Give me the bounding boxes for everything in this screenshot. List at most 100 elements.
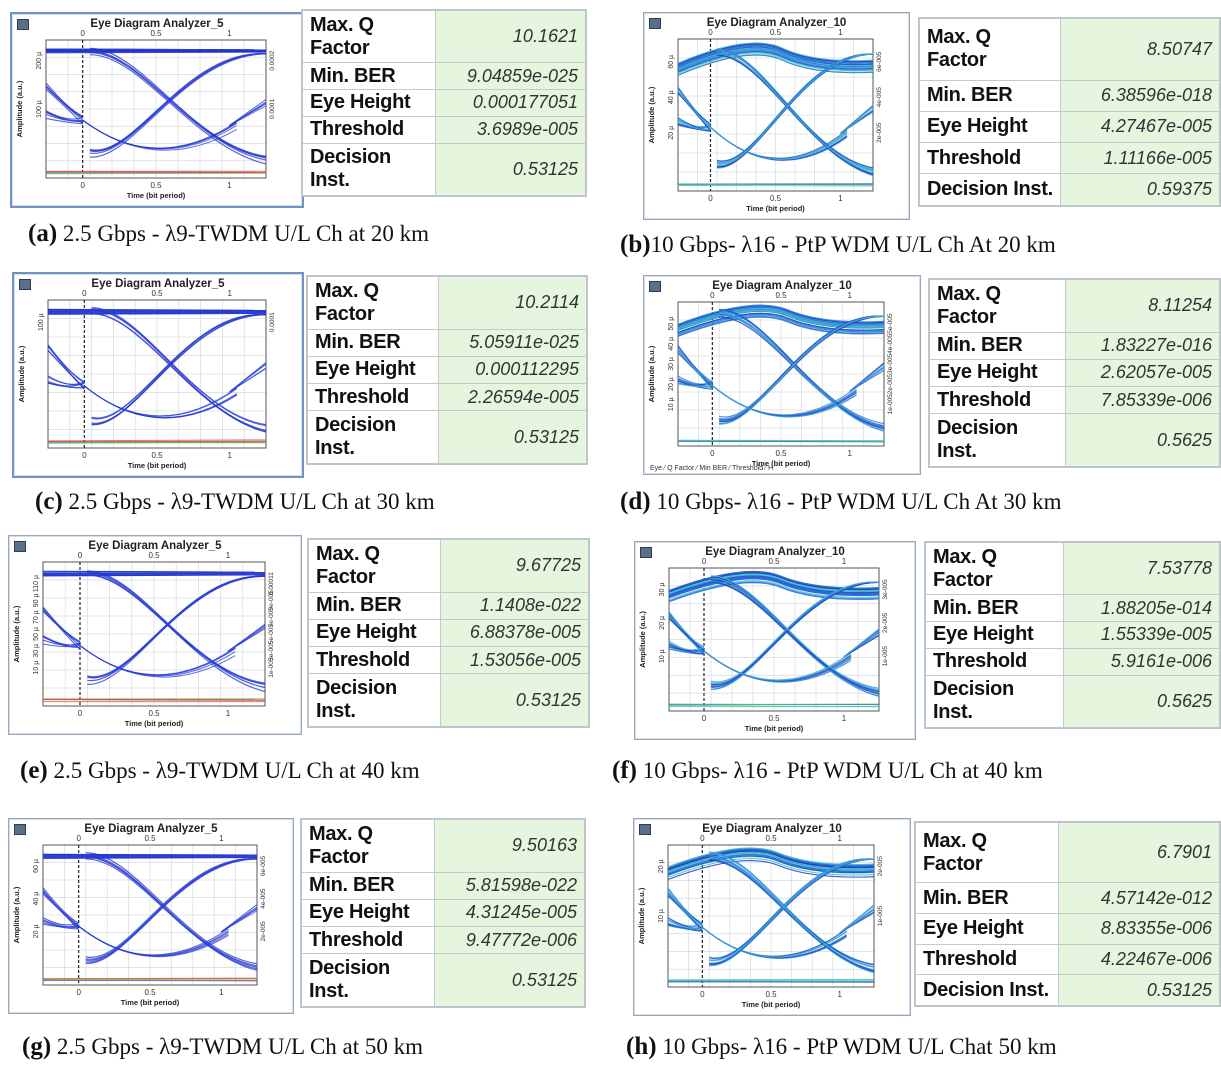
y-tick-label-left: 40 µ <box>668 337 675 351</box>
metric-row-min-ber: Min. BER 4.57142e-012 <box>915 883 1220 914</box>
eye-diagram-panel-a: 0 0.5 1 0 0.5 1 Time (bit period) Amplitude (a.… <box>10 12 304 208</box>
metric-value: 2.62057e-005 <box>1066 359 1220 386</box>
x-tick-label-top: 1 <box>227 29 232 38</box>
x-tick-label-bottom: 1 <box>838 194 843 203</box>
caption-text: 10 Gbps- λ16 - PtP WDM U/L Ch At 20 km <box>651 232 1056 257</box>
eye-diagram-plot: 0 0.5 1 0 0.5 1 Time (bit period) Amplitude (a.… <box>644 276 920 474</box>
x-tick-label-bottom: 1 <box>219 988 224 997</box>
x-tick-label-top: 0 <box>702 557 707 566</box>
metric-label: Max. Q Factor <box>307 276 439 329</box>
y-tick-label-left: 70 µ <box>33 610 40 624</box>
eye-diagram-plot: 0 0.5 1 0 0.5 1 Time (bit period) Amplitude (a.… <box>12 14 302 206</box>
y-tick-label-left: 90 µ <box>33 594 40 608</box>
y-tick-label-left: 110 µ <box>33 575 40 592</box>
caption-letter: (d) <box>620 488 651 515</box>
y-axis-label: Amplitude (a.u.) <box>12 605 21 662</box>
x-tick-label-top: 0.5 <box>151 289 163 298</box>
metric-label: Eye Height <box>925 622 1064 649</box>
y-axis-label: Amplitude (a.u.) <box>647 86 656 143</box>
metric-label: Eye Height <box>915 913 1058 944</box>
metric-row-eye-height: Eye Height 4.31245e-005 <box>301 899 585 926</box>
x-tick-label-bottom: 0.5 <box>144 988 156 997</box>
metric-row-threshold: Threshold 9.47772e-006 <box>301 927 585 954</box>
analyzer-tabs[interactable]: Eye ⁄ Q Factor ⁄ Min BER ⁄ Threshold ⁄ H <box>650 465 773 472</box>
caption-letter: (g) <box>22 1033 51 1060</box>
x-tick-label-top: 0 <box>710 291 715 300</box>
metric-label: Threshold <box>308 647 440 674</box>
metric-label: Eye Height <box>301 899 434 926</box>
metric-value: 0.59375 <box>1060 174 1220 206</box>
x-axis-label: Time (bit period) <box>128 461 187 470</box>
panel-caption-c: (c) 2.5 Gbps - λ9-TWDM U/L Ch at 30 km <box>35 488 435 516</box>
metric-value: 10.2114 <box>439 276 587 329</box>
metric-row-threshold: Threshold 4.22467e-006 <box>915 944 1220 975</box>
x-tick-label-top: 0.5 <box>148 551 160 560</box>
x-tick-label-bottom: 0.5 <box>768 714 780 723</box>
x-tick-label-bottom: 1 <box>227 181 232 190</box>
y-tick-label-left: 40 µ <box>668 90 675 104</box>
metric-label: Threshold <box>307 384 439 411</box>
metric-row-eye-height: Eye Height 8.83355e-006 <box>915 913 1220 944</box>
analyzer-title: Eye Diagram Analyzer_5 <box>14 278 302 290</box>
y-axis-label: Amplitude (a.u.) <box>15 80 24 137</box>
eye-diagram-panel-b: 0 0.5 1 0 0.5 1 Time (bit period) Amplitude (a.… <box>643 12 910 220</box>
y-tick-label-right: 0.0001 <box>269 312 276 332</box>
panel-caption-e: (e) 2.5 Gbps - λ9-TWDM U/L Ch at 40 km <box>20 757 420 785</box>
metric-row-decision-instant: Decision Inst. 0.53125 <box>307 411 587 464</box>
y-tick-label-left: 10 µ <box>659 649 666 663</box>
metric-value: 1.55339e-005 <box>1064 622 1220 649</box>
y-tick-label-left: 10 µ <box>658 909 665 923</box>
metric-value: 1.11166e-005 <box>1060 143 1220 174</box>
metric-value: 4.31245e-005 <box>434 899 585 926</box>
metric-label: Decision Inst. <box>925 675 1064 728</box>
metrics-table-a: Max. Q Factor 10.1621 Min. BER 9.04859e-025… <box>301 9 587 197</box>
x-tick-label-bottom: 0 <box>708 194 713 203</box>
metric-row-max-q-factor: Max. Q Factor 9.67725 <box>308 539 589 592</box>
x-axis-label: Time (bit period) <box>746 204 805 213</box>
x-tick-label-bottom: 0 <box>702 714 707 723</box>
y-tick-label-left: 30 µ <box>659 583 666 597</box>
metric-row-max-q-factor: Max. Q Factor 7.53778 <box>925 542 1220 595</box>
metric-row-threshold: Threshold 1.53056e-005 <box>308 647 589 674</box>
y-tick-label-left: 10 µ <box>33 661 40 675</box>
metric-label: Threshold <box>929 387 1066 414</box>
metric-value: 0.53125 <box>1058 975 1220 1006</box>
metrics-table-e: Max. Q Factor 9.67725 Min. BER 1.1408e-022 E… <box>307 538 590 728</box>
y-tick-label-right: 1e-005 <box>882 646 889 667</box>
metric-value: 0.000177051 <box>435 90 586 117</box>
x-tick-label-top: 1 <box>847 291 852 300</box>
y-tick-label-right: 1e-005 <box>877 906 884 927</box>
analyzer-title: Eye Diagram Analyzer_5 <box>9 823 293 835</box>
caption-letter: (h) <box>626 1033 657 1060</box>
metric-value: 7.85339e-006 <box>1066 387 1220 414</box>
caption-text: 10 Gbps- λ16 - PtP WDM U/L Chat 50 km <box>657 1034 1057 1059</box>
metric-row-min-ber: Min. BER 1.88205e-014 <box>925 595 1220 622</box>
metric-value: 1.53056e-005 <box>440 647 589 674</box>
metric-value: 0.53125 <box>435 143 586 196</box>
metric-value: 5.9161e-006 <box>1064 648 1220 675</box>
metrics-table-d: Max. Q Factor 8.11254 Min. BER 1.83227e-016… <box>928 278 1221 468</box>
metric-row-max-q-factor: Max. Q Factor 9.50163 <box>301 819 585 872</box>
metric-value: 8.50747 <box>1060 18 1220 80</box>
panel-caption-g: (g) 2.5 Gbps - λ9-TWDM U/L Ch at 50 km <box>22 1033 423 1061</box>
caption-letter: (c) <box>35 488 63 515</box>
eye-diagram-panel-e: 0 0.5 1 0 0.5 1 Time (bit period) Amplitude (a.… <box>8 535 302 735</box>
metric-row-eye-height: Eye Height 1.55339e-005 <box>925 622 1220 649</box>
metric-label: Max. Q Factor <box>929 279 1066 332</box>
metric-label: Threshold <box>302 116 435 143</box>
y-tick-label-left: 60 µ <box>33 859 40 873</box>
metric-row-max-q-factor: Max. Q Factor 8.50747 <box>919 18 1220 80</box>
metric-label: Min. BER <box>919 80 1060 111</box>
metric-label: Decision Inst. <box>302 143 435 196</box>
metric-value: 0.53125 <box>434 954 585 1007</box>
metric-label: Min. BER <box>929 332 1066 359</box>
caption-text: 10 Gbps- λ16 - PtP WDM U/L Ch At 30 km <box>651 489 1062 514</box>
y-tick-label-left: 20 µ <box>658 859 665 873</box>
analyzer-title: Eye Diagram Analyzer_10 <box>635 546 915 558</box>
metric-value: 3.6989e-005 <box>435 116 586 143</box>
panel-caption-h: (h) 10 Gbps- λ16 - PtP WDM U/L Chat 50 k… <box>626 1033 1057 1061</box>
x-tick-label-bottom: 0 <box>80 181 85 190</box>
x-axis-label: Time (bit period) <box>745 724 804 733</box>
y-axis-label: Amplitude (a.u.) <box>638 611 647 668</box>
y-tick-label-left: 20 µ <box>33 924 40 938</box>
